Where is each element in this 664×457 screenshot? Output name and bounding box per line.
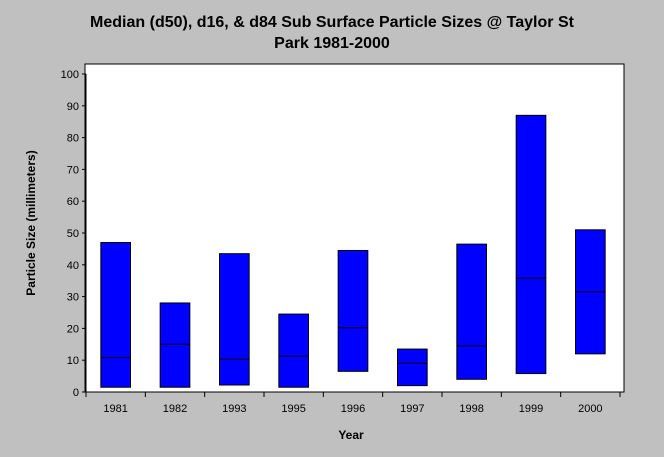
y-tick-label: 30 bbox=[67, 292, 79, 304]
chart-title-line2: Park 1981-2000 bbox=[274, 35, 390, 52]
x-tick-label: 1996 bbox=[341, 403, 365, 415]
bars-group bbox=[100, 114, 606, 388]
y-tick-label: 60 bbox=[67, 196, 79, 208]
x-tick-label: 2000 bbox=[578, 403, 602, 415]
y-tick-label: 10 bbox=[67, 355, 79, 367]
bar-1981 bbox=[100, 242, 132, 388]
y-tick-label: 90 bbox=[67, 101, 79, 113]
x-tick-label: 1993 bbox=[222, 403, 246, 415]
y-tick-label: 0 bbox=[73, 387, 79, 399]
bar-1993 bbox=[219, 253, 250, 386]
bar-1998 bbox=[456, 243, 488, 380]
y-tick-label: 80 bbox=[67, 133, 79, 145]
bar-1999 bbox=[515, 114, 547, 375]
x-tick-label: 1981 bbox=[103, 403, 127, 415]
x-tick-label: 1997 bbox=[400, 403, 424, 415]
y-tick-label: 50 bbox=[67, 228, 79, 240]
y-tick-label: 20 bbox=[67, 323, 79, 335]
x-tick-label: 1982 bbox=[163, 403, 187, 415]
bar-1995 bbox=[278, 313, 310, 388]
chart-title: Median (d50), d16, & d84 Sub Surface Par… bbox=[0, 12, 664, 54]
bar-1996 bbox=[337, 249, 369, 372]
bar-1982 bbox=[159, 302, 191, 388]
chart-title-line1: Median (d50), d16, & d84 Sub Surface Par… bbox=[90, 14, 574, 31]
y-tick-label: 40 bbox=[67, 260, 79, 272]
x-tick-label: 1998 bbox=[459, 403, 483, 415]
y-axis: 0 10 20 30 40 50 60 70 80 90 100 bbox=[61, 69, 87, 399]
x-tick-label: 1995 bbox=[281, 403, 305, 415]
y-tick-label: 100 bbox=[61, 69, 79, 81]
bar-1997 bbox=[397, 348, 428, 387]
y-tick-label: 70 bbox=[67, 164, 79, 176]
y-axis-title: Particle Size (millimeters) bbox=[24, 150, 38, 295]
x-axis-title: Year bbox=[338, 428, 364, 442]
x-axis: 1981 1982 1993 1995 1996 1997 1998 1999 2000 bbox=[85, 391, 621, 415]
x-tick-label: 1999 bbox=[519, 403, 543, 415]
